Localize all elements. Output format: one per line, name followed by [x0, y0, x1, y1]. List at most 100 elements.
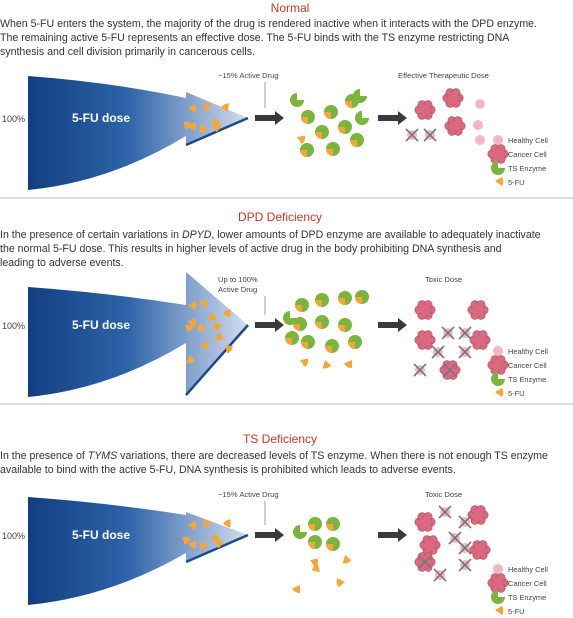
- fu-molecule: [188, 104, 197, 113]
- outcome-label: Toxic Dose: [425, 275, 462, 284]
- legend-label: Healthy Cell: [508, 347, 548, 356]
- fu-molecule: [188, 318, 196, 327]
- x-mark: [438, 505, 452, 519]
- fu-molecule: [495, 388, 504, 397]
- x-mark: [441, 326, 455, 340]
- fu-molecule: [312, 563, 320, 572]
- x-mark: [431, 345, 445, 359]
- outcome-label: Effective Therapeutic Dose: [398, 71, 489, 80]
- bound-fu: [293, 324, 300, 331]
- ts-enzyme: [355, 111, 369, 125]
- description: The remaining active 5-FU represents an …: [0, 32, 510, 44]
- fu-molecule: [223, 519, 231, 528]
- legend-label: Cancer Cell: [508, 361, 547, 370]
- bound-fu: [338, 298, 345, 305]
- fu-molecule: [215, 539, 224, 549]
- bound-fu: [324, 112, 331, 119]
- healthy-cell: [493, 135, 503, 145]
- cancer-cell: [492, 359, 504, 371]
- cancer-cell: [447, 92, 459, 104]
- arrow-edge: [185, 533, 249, 564]
- dose-label: 5-FU dose: [72, 111, 130, 125]
- panel-title: TS Deficiency: [243, 432, 317, 446]
- x-mark: [458, 558, 472, 572]
- cancer-cell: [419, 104, 431, 116]
- fu-molecule: [213, 123, 223, 133]
- legend-label: 5-FU: [508, 389, 524, 398]
- fu-molecule: [322, 360, 332, 369]
- legend-label: Cancer Cell: [508, 579, 547, 588]
- healthy-cell: [493, 346, 503, 356]
- x-mark: [458, 515, 472, 529]
- description: leading to adverse events.: [0, 257, 124, 269]
- cancer-cell: [472, 304, 484, 316]
- text: In the presence of certain variations in: [0, 229, 182, 241]
- bound-fu: [301, 342, 308, 349]
- panel-title: Normal: [271, 1, 310, 15]
- fu-molecule: [188, 540, 196, 549]
- fu-molecule: [344, 360, 352, 369]
- dose-percent: 100%: [2, 114, 25, 124]
- fu-molecule: [199, 540, 208, 550]
- bound-fu: [315, 322, 322, 329]
- description: In the presence of TYMS variations, ther…: [0, 450, 548, 462]
- fu-molecule: [300, 358, 309, 368]
- bound-fu: [326, 544, 333, 551]
- fu-molecule: [183, 121, 193, 130]
- ts-enzyme: [290, 93, 304, 107]
- fu-molecule: [185, 324, 195, 333]
- legend-label: TS Enzyme: [508, 164, 546, 173]
- dose-arrow: [28, 272, 248, 397]
- ts-enzyme: [283, 311, 297, 325]
- active-label: ~15% Active Drug: [218, 490, 279, 499]
- x-mark: [443, 363, 457, 377]
- fu-molecule: [211, 533, 221, 542]
- cancer-cell: [474, 334, 486, 346]
- cancer-cell: [419, 304, 431, 316]
- fu-molecule: [495, 606, 504, 615]
- panel-title: DPD Deficiency: [238, 210, 322, 224]
- description: synthesis and cell division primarily in…: [0, 46, 255, 58]
- bound-fu: [315, 300, 322, 307]
- fu-molecule: [225, 345, 233, 354]
- active-label: ~15% Active Drug: [218, 71, 279, 80]
- dose-percent: 100%: [2, 531, 25, 541]
- cancer-cell: [492, 148, 504, 160]
- fu-molecule: [200, 341, 209, 350]
- healthy-cell: [475, 135, 485, 145]
- x-mark: [433, 568, 447, 582]
- text: , lower amounts of DPD enzyme are availa…: [211, 229, 540, 241]
- cancer-cell: [449, 120, 461, 132]
- fu-molecule: [208, 312, 218, 321]
- text: In the presence of: [0, 450, 88, 462]
- fu-molecule: [215, 332, 224, 340]
- fu-molecule: [188, 301, 197, 310]
- legend-label: Cancer Cell: [508, 150, 547, 159]
- fu-molecule: [213, 322, 222, 332]
- bound-fu: [345, 101, 352, 108]
- dose-label: 5-FU dose: [72, 318, 130, 332]
- bound-fu: [295, 305, 302, 312]
- process-arrow: [378, 528, 407, 542]
- bound-fu: [348, 342, 355, 349]
- bound-fu: [338, 325, 345, 332]
- fu-molecule: [186, 355, 196, 364]
- x-mark: [418, 555, 432, 569]
- fu-molecule: [197, 322, 206, 332]
- dose-arrow: [28, 497, 248, 605]
- description: available to bind with the active 5-FU, …: [0, 464, 456, 476]
- fu-molecule: [342, 555, 352, 564]
- text: variations, there are decreased levels o…: [117, 450, 548, 462]
- ts-enzyme: [491, 590, 505, 604]
- process-arrow: [255, 528, 284, 542]
- fu-molecule: [221, 103, 229, 112]
- outcome-label: Toxic Dose: [425, 490, 462, 499]
- fu-molecule: [336, 578, 345, 588]
- fu-molecule: [200, 300, 208, 309]
- cancer-cell: [424, 539, 436, 551]
- fu-molecule: [495, 177, 504, 186]
- description: When 5-FU enters the system, the majorit…: [0, 18, 537, 30]
- bound-fu: [355, 297, 362, 304]
- x-mark: [458, 541, 472, 555]
